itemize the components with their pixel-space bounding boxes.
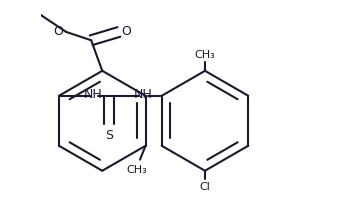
Text: O: O	[54, 26, 63, 38]
Text: O: O	[122, 26, 131, 38]
Text: CH₃: CH₃	[195, 50, 215, 60]
Text: NH: NH	[134, 88, 153, 101]
Text: NH: NH	[84, 88, 103, 101]
Text: S: S	[105, 129, 113, 142]
Text: Cl: Cl	[199, 182, 211, 192]
Text: CH₃: CH₃	[127, 165, 148, 175]
